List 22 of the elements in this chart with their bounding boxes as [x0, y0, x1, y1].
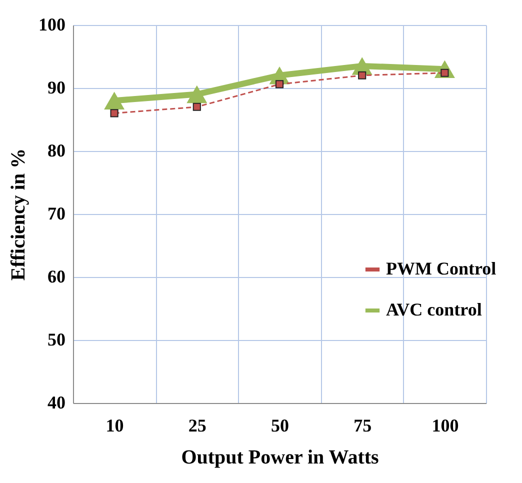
- y-tick-label: 50: [48, 330, 66, 350]
- legend-label: AVC control: [386, 300, 482, 320]
- x-tick-label: 100: [432, 416, 459, 436]
- x-tick-label: 25: [188, 416, 206, 436]
- y-tick-label: 70: [48, 204, 66, 224]
- y-tick-label: 60: [48, 266, 66, 286]
- point: [104, 92, 125, 110]
- y-tick-label: 80: [48, 140, 66, 160]
- point: [186, 85, 208, 104]
- point: [192, 102, 201, 111]
- x-tick-label: 75: [354, 416, 372, 436]
- y-tick-label: 90: [48, 78, 66, 98]
- x-tick-label: 50: [271, 416, 289, 436]
- point: [358, 71, 366, 80]
- y-tick-label: 100: [38, 14, 66, 34]
- y-tick-label: 40: [48, 392, 66, 412]
- point: [275, 80, 284, 88]
- legend-label: PWM Control: [386, 258, 496, 278]
- x-tick-label: 10: [106, 416, 124, 436]
- x-axis-title: Output Power in Watts: [181, 446, 380, 468]
- y-axis-title: Efficiency in %: [8, 148, 30, 281]
- point: [110, 109, 118, 118]
